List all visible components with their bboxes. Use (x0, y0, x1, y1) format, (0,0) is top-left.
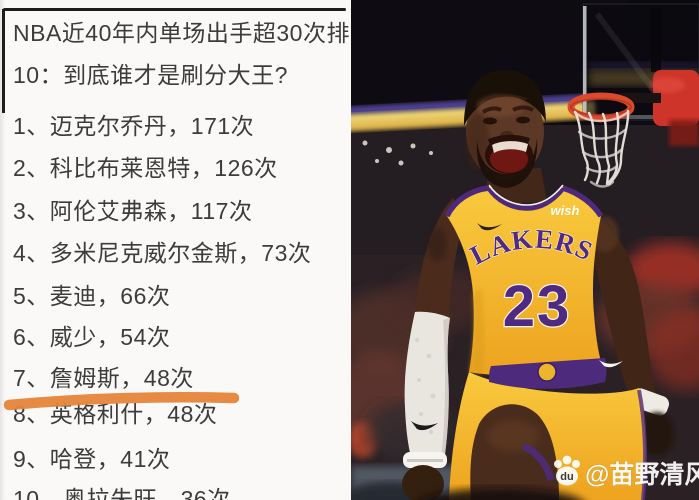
jersey: wish LAKERS 23 (444, 184, 604, 377)
ranking-item-7: 7、詹姆斯，48次 (13, 365, 194, 391)
watermark-text: @苗野清风 (585, 460, 699, 489)
baidu-paw-label: du (560, 471, 573, 483)
title-line-2: 10：到底谁才是刷分大王? (13, 62, 288, 88)
player-head (464, 70, 547, 204)
left-hand (640, 412, 674, 456)
lakers-logo-badge (537, 362, 557, 382)
ranking-item-6: 6、威少，54次 (13, 324, 171, 350)
ranking-item-3: 3、阿伦艾弗森，117次 (13, 198, 253, 224)
baidu-paw-icon (554, 455, 580, 486)
watermark: du @苗野清风 (554, 455, 699, 489)
jersey-number-text: 23 (503, 274, 572, 339)
sponsor-patch: wish (551, 203, 580, 218)
ranking-list-panel: NBA近40年内单场出手超30次排名 10：到底谁才是刷分大王? 1、迈克尔乔丹… (2, 8, 351, 500)
lebron-photo: wish LAKERS 23 (351, 0, 699, 500)
frame-top-line (3, 8, 346, 11)
sleeve-swoosh-icon (411, 421, 438, 431)
shorts (449, 358, 648, 500)
ranking-item-2: 2、科比布莱恩特，126次 (13, 155, 278, 181)
basketball-rim (567, 92, 661, 122)
chest-swoosh-icon (477, 223, 502, 231)
right-fist (402, 465, 444, 500)
foreground-shadow (420, 488, 582, 500)
backboard-pad-red (649, 70, 699, 146)
ranking-item-5: 5、麦迪，66次 (13, 283, 171, 309)
ranking-item-4: 4、多米尼克威尔金斯，73次 (13, 240, 312, 266)
neckline-trim (486, 186, 566, 211)
sleeve-texture (415, 338, 436, 435)
sleeve-arm (402, 198, 465, 500)
crowd-lights (362, 140, 433, 166)
ranking-item-9: 9、哈登，41次 (13, 446, 171, 472)
shorts-hem-trim (521, 442, 555, 481)
ranking-item-1: 1、迈克尔乔丹，171次 (13, 113, 255, 139)
basketball-net (573, 109, 630, 188)
ranking-item-10: 10、奥拉朱旺，36次 (13, 486, 231, 500)
shorts-swoosh-icon (599, 360, 623, 368)
ranking-item-8: 8、英格利什，48次 (13, 401, 218, 427)
frame-left-line (2, 9, 5, 113)
player-lebron: wish LAKERS 23 (402, 70, 674, 500)
title-line-1: NBA近40年内单场出手超30次排名 (13, 20, 351, 46)
